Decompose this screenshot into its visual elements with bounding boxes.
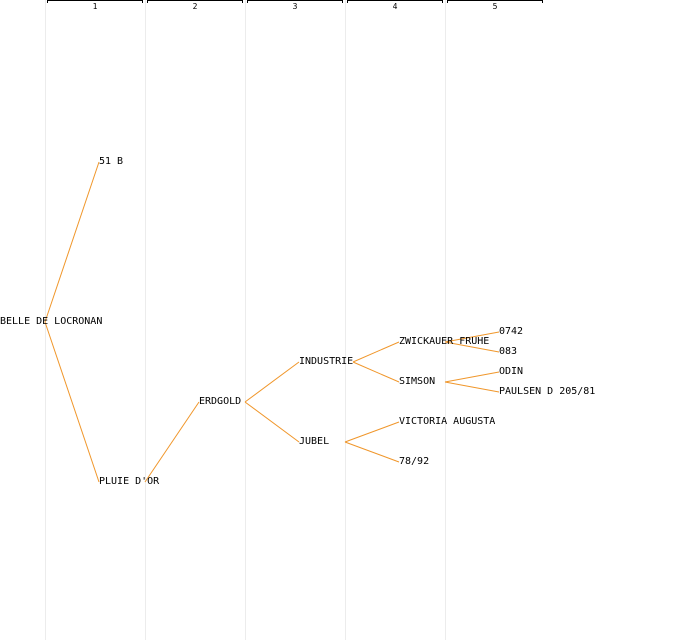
generation-divider	[445, 0, 446, 640]
edge-g4b-g5d	[444, 381, 500, 393]
node-78-92[interactable]: 78/92	[399, 456, 430, 467]
generation-number: 3	[292, 2, 298, 11]
generation-divider	[145, 0, 146, 640]
edge-g3b-g4d	[344, 441, 400, 463]
node-dam[interactable]: PLUIE D'OR	[99, 476, 160, 487]
node-0742[interactable]: 0742	[499, 326, 524, 337]
generation-number: 5	[492, 2, 498, 11]
edge-g4a-g5b	[444, 341, 500, 353]
node-jubel[interactable]: JUBEL	[299, 436, 330, 447]
generation-divider	[245, 0, 246, 640]
edge-g3a-g4b	[352, 361, 400, 383]
generation-number: 4	[392, 2, 398, 11]
generation-header-3: 3	[247, 0, 343, 14]
node-simson[interactable]: SIMSON	[399, 376, 436, 387]
node-083[interactable]: 083	[499, 346, 518, 357]
edge-root-p2	[44, 321, 100, 483]
node-victoria-augusta[interactable]: VICTORIA AUGUSTA	[399, 416, 496, 427]
edge-p2-g2	[144, 401, 200, 483]
edge-root-p1	[44, 161, 100, 323]
node-sire[interactable]: 51 B	[99, 156, 124, 167]
node-zwickauer-fruhe[interactable]: ZWICKAUER FRUHE	[399, 336, 490, 347]
edge-g3b-g4c	[344, 421, 400, 443]
edge-g3a-g4a	[352, 341, 400, 363]
generation-divider	[345, 0, 346, 640]
generation-number: 2	[192, 2, 198, 11]
node-root[interactable]: BELLE DE LOCRONAN	[0, 316, 103, 327]
generation-header-5: 5	[447, 0, 543, 14]
edge-g2-g3b	[244, 401, 300, 443]
generation-number: 1	[92, 2, 98, 11]
generation-header-4: 4	[347, 0, 443, 14]
generation-header-1: 1	[47, 0, 143, 14]
edge-g4b-g5c	[444, 371, 500, 383]
edge-g4a-g5a	[444, 331, 500, 343]
node-erdgold[interactable]: ERDGOLD	[199, 396, 242, 407]
node-industrie[interactable]: INDUSTRIE	[299, 356, 354, 367]
edge-g2-g3a	[244, 361, 300, 403]
node-odin[interactable]: ODIN	[499, 366, 524, 377]
node-paulsen[interactable]: PAULSEN D 205/81	[499, 386, 596, 397]
generation-header-2: 2	[147, 0, 243, 14]
